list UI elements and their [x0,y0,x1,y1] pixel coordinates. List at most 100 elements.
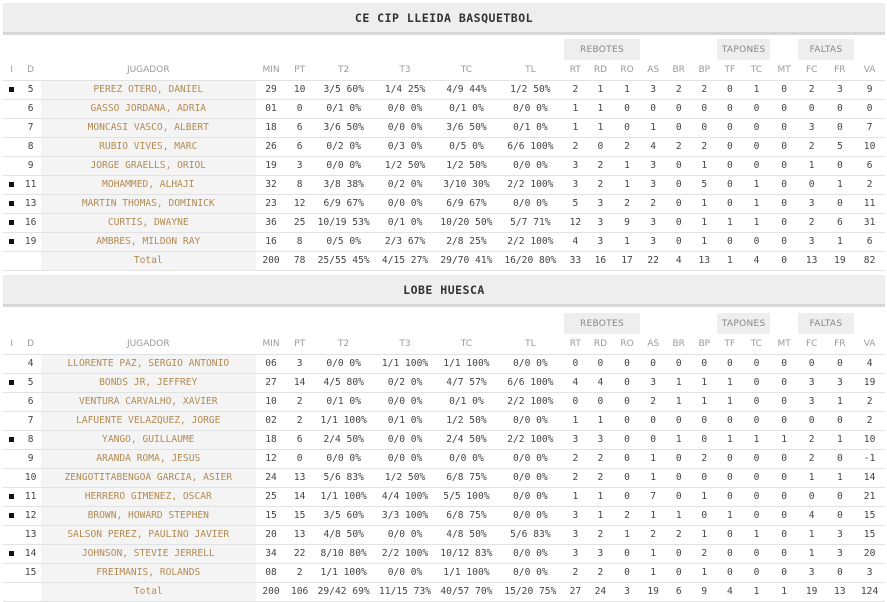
player-name-link[interactable]: MARTIN THOMAS, DOMINICK [40,194,256,214]
column-header-i[interactable]: I [3,60,21,81]
column-header-tf[interactable]: TF [717,60,743,81]
column-header-pt[interactable]: PT [286,60,313,81]
player-name-link[interactable]: SALSON PEREZ, PAULINO JAVIER [40,525,256,545]
stat-tc: 3/6 50% [435,118,498,138]
player-name-link[interactable]: JORGE GRAELLS, ORIOL [40,156,256,176]
column-header-tf[interactable]: TF [717,334,743,355]
column-header-fr[interactable]: FR [825,60,855,81]
stat-rt: 0 [563,354,588,374]
total-bp: 9 [691,582,718,602]
player-name-link[interactable]: JOHNSON, STEVIE JERRELL [40,544,256,564]
team-section-away: LOBE HUESCA REBOTES TAPONES FALTAS I D JUGADOR… [3,275,885,602]
player-name-link[interactable]: FREIMANIS, ROLANDS [40,563,256,583]
stat-fr: 3 [825,544,855,564]
player-name-link[interactable]: LLORENTE PAZ, SERGIO ANTONIO [40,354,256,374]
stat-tl: 2/2 100% [497,175,564,195]
stat-tf: 1 [717,430,743,450]
column-header-fc[interactable]: FC [797,334,826,355]
stat-fr: 3 [825,80,855,100]
total-t2: 29/42 69% [312,582,375,602]
stat-tcp: 0 [742,411,771,431]
column-header-d[interactable]: D [20,334,41,355]
column-header-va[interactable]: VA [854,60,885,81]
stat-pt: 15 [286,506,313,526]
player-name-link[interactable]: LAFUENTE VELAZQUEZ, JORGE [40,411,256,431]
total-tc: 40/57 70% [435,582,498,602]
stat-mt: 0 [770,563,798,583]
player-name-link[interactable]: MONCASI VASCO, ALBERT [40,118,256,138]
stat-tl: 0/0 0% [497,156,564,176]
player-name-link[interactable]: AMBRES, MILDON RAY [40,232,256,252]
column-header-min[interactable]: MIN [255,334,287,355]
stat-br: 1 [665,392,692,412]
player-name-link[interactable]: RUBIO VIVES, MARC [40,137,256,157]
stat-mt: 0 [770,194,798,214]
column-header-rt[interactable]: RT [563,334,588,355]
column-header-bp[interactable]: BP [691,334,718,355]
player-name-link[interactable]: HERRERO GIMENEZ, OSCAR [40,487,256,507]
starter-marker-icon [9,494,15,499]
column-header-mt[interactable]: MT [770,334,798,355]
column-header-name[interactable]: JUGADOR [40,334,256,355]
stat-d: 13 [20,525,41,545]
column-header-tl[interactable]: TL [497,60,564,81]
starter-cell [3,563,21,583]
stat-tf: 1 [717,373,743,393]
stat-rt: 0 [563,392,588,412]
column-header-t2[interactable]: T2 [312,334,375,355]
player-name-link[interactable]: BROWN, HOWARD STEPHEN [40,506,256,526]
column-header-br[interactable]: BR [665,334,692,355]
player-name-link[interactable]: YANGO, GUILLAUME [40,430,256,450]
column-header-br[interactable]: BR [665,60,692,81]
player-name-link[interactable]: ZENGOTITABENGOA GARCIA, ASIER [40,468,256,488]
total-blank [20,582,41,602]
column-header-min[interactable]: MIN [255,60,287,81]
player-name-link[interactable]: CURTIS, DWAYNE [40,213,256,233]
stat-d: 11 [20,487,41,507]
stat-va: 10 [854,430,885,450]
column-header-rd[interactable]: RD [587,60,614,81]
column-header-name[interactable]: JUGADOR [40,60,256,81]
stat-bp: 2 [691,80,718,100]
player-name-link[interactable]: ARANDA ROMA, JESUS [40,449,256,469]
stat-as: 0 [640,99,666,119]
column-header-i[interactable]: I [3,334,21,355]
column-header-tc[interactable]: TC [435,334,498,355]
player-name-link[interactable]: GASSO JORDANA, ADRIA [40,99,256,119]
column-header-ro[interactable]: RO [613,334,641,355]
column-header-as[interactable]: AS [640,60,666,81]
column-header-ro[interactable]: RO [613,60,641,81]
player-name-link[interactable]: BONDS JR, JEFFREY [40,373,256,393]
column-header-fr[interactable]: FR [825,334,855,355]
column-header-va[interactable]: VA [854,334,885,355]
stat-tl: 0/0 0% [497,468,564,488]
total-rd: 24 [587,582,614,602]
column-header-tcp[interactable]: TC [742,334,771,355]
column-header-bp[interactable]: BP [691,60,718,81]
stat-rt: 2 [563,468,588,488]
player-name-link[interactable]: MOHAMMED, ALHAJI [40,175,256,195]
stat-br: 0 [665,411,692,431]
column-header-pt[interactable]: PT [286,334,313,355]
stat-bp: 1 [691,213,718,233]
column-header-t3[interactable]: T3 [374,334,436,355]
column-header-tcp[interactable]: TC [742,60,771,81]
stat-as: 3 [640,232,666,252]
column-header-tl[interactable]: TL [497,334,564,355]
stat-tf: 0 [717,194,743,214]
column-header-fc[interactable]: FC [797,60,826,81]
stat-t3: 3/3 100% [374,506,436,526]
column-header-t2[interactable]: T2 [312,60,375,81]
total-mt: 0 [770,251,798,271]
column-header-rt[interactable]: RT [563,60,588,81]
player-name-link[interactable]: VENTURA CARVALHO, XAVIER [40,392,256,412]
stat-as: 1 [640,506,666,526]
column-header-tc[interactable]: TC [435,60,498,81]
column-header-d[interactable]: D [20,60,41,81]
column-header-mt[interactable]: MT [770,60,798,81]
column-header-t3[interactable]: T3 [374,60,436,81]
column-header-rd[interactable]: RD [587,334,614,355]
stat-fc: 1 [797,468,826,488]
column-header-as[interactable]: AS [640,334,666,355]
player-name-link[interactable]: PEREZ OTERO, DANIEL [40,80,256,100]
